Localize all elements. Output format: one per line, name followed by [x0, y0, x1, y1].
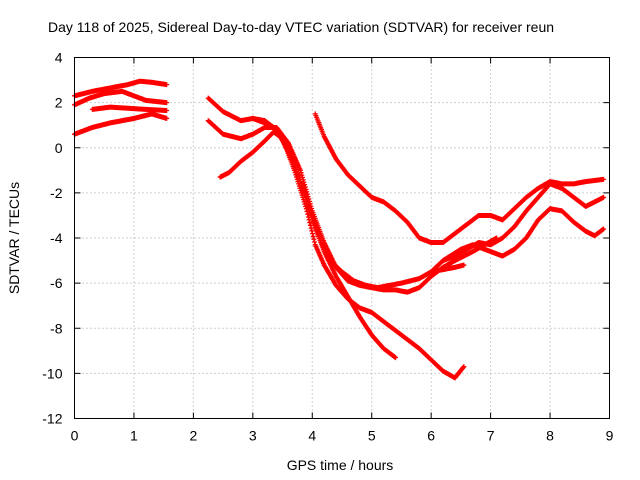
y-tick-label: -6 [50, 275, 63, 291]
y-tick-label: 0 [55, 140, 63, 156]
series-markers [250, 115, 398, 361]
x-tick-label: 7 [487, 428, 495, 444]
x-axis-label: GPS time / hours [287, 457, 394, 473]
plot-frame [74, 57, 610, 419]
x-tick-label: 1 [130, 428, 138, 444]
x-tick-label: 4 [308, 428, 316, 444]
y-tick-label: -2 [50, 185, 63, 201]
data-series [72, 78, 607, 381]
y-tick-label: -10 [42, 365, 62, 381]
series-markers [89, 104, 170, 114]
x-tick-label: 2 [189, 428, 197, 444]
x-tick-label: 9 [606, 428, 614, 444]
x-tick-label: 3 [249, 428, 257, 444]
x-tick-label: 0 [71, 428, 79, 444]
series-track-i [312, 111, 607, 246]
y-tick-label: -12 [42, 411, 62, 427]
x-tick-label: 6 [427, 428, 435, 444]
series-markers [312, 111, 607, 246]
y-axis-label: SDTVAR / TECUs [6, 182, 22, 294]
series-track-c [89, 104, 170, 114]
y-tick-label: 2 [55, 95, 63, 111]
chart-title: Day 118 of 2025, Sidereal Day-to-day VTE… [48, 19, 554, 35]
x-tick-label: 8 [546, 428, 554, 444]
y-tick-label: 4 [55, 50, 63, 66]
y-tick-label: -8 [50, 320, 63, 336]
y-tick-label: -4 [50, 230, 63, 246]
x-tick-label: 5 [368, 428, 376, 444]
series-track-h [250, 115, 398, 361]
series-markers [440, 206, 607, 264]
series-track-k [440, 206, 607, 264]
